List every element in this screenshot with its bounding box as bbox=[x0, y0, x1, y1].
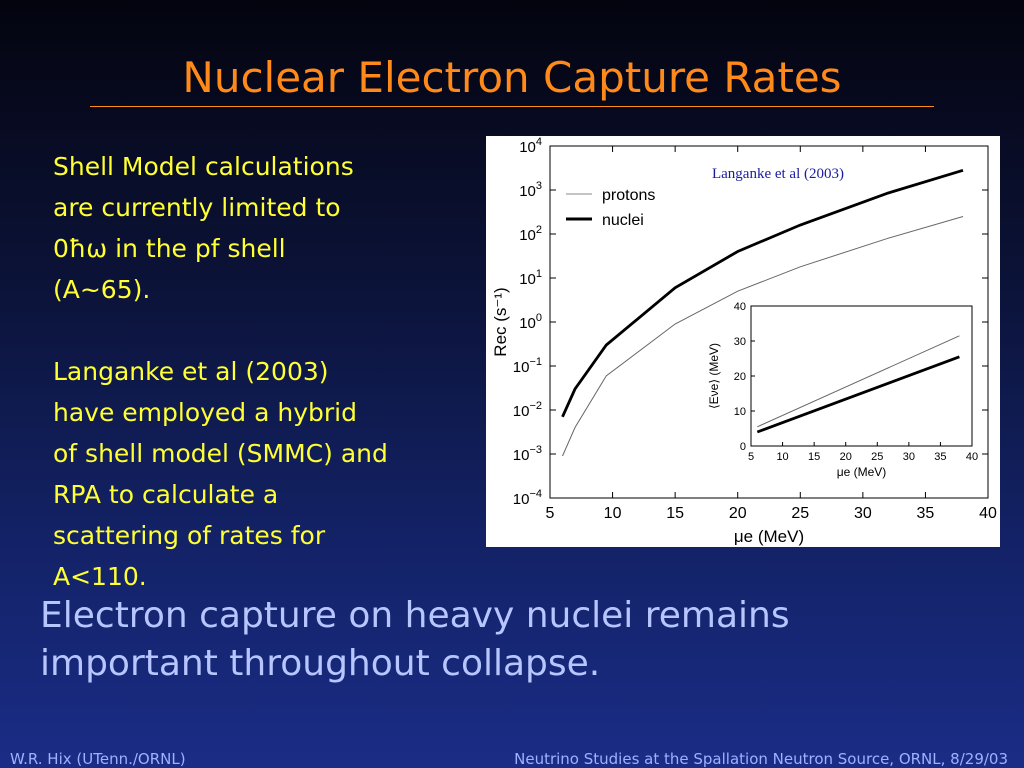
inset-x-tick-label: 35 bbox=[934, 451, 946, 463]
legend-label-nuclei: nuclei bbox=[602, 212, 644, 229]
electron-capture-chart: 5 10 15 20 25 30 35 4010−410−310−210−1100101102… bbox=[491, 136, 997, 546]
y-tick-label: 10−3 bbox=[513, 444, 542, 464]
inset-x-tick-label: 5 bbox=[748, 451, 754, 463]
y-axis-label: Rec (s⁻¹) bbox=[491, 287, 510, 356]
x-tick-label: 40 bbox=[979, 505, 997, 522]
inset-x-tick-label: 25 bbox=[871, 451, 883, 463]
inset-x-tick-label: 40 bbox=[966, 451, 978, 463]
inset-series-line-thick bbox=[756, 355, 960, 434]
chart-panel: 5 10 15 20 25 30 35 40 10−4 10−3 10−2 10−1 100 101 102… bbox=[486, 136, 1000, 547]
slide-title: Nuclear Electron Capture Rates bbox=[182, 53, 842, 102]
inset-series-line-thin bbox=[757, 335, 960, 428]
citation-annotation: Langanke et al (2003) bbox=[712, 166, 844, 182]
inset-x-tick-label: 30 bbox=[903, 451, 915, 463]
x-tick-label: 5 bbox=[546, 505, 555, 522]
inset-y-tick-label: 0 bbox=[740, 441, 746, 453]
body-line: Langanke et al (2003) bbox=[53, 357, 329, 386]
x-tick-label: 15 bbox=[666, 505, 684, 522]
inset-y-tick-label: 30 bbox=[734, 336, 746, 348]
x-tick-label: 10 bbox=[604, 505, 622, 522]
body-line: have employed a hybrid bbox=[53, 398, 357, 427]
inset-y-tick-label: 10 bbox=[734, 406, 746, 418]
footer-author: W.R. Hix (UTenn./ORNL) bbox=[10, 750, 186, 768]
series-line-nuclei bbox=[561, 168, 964, 418]
body-line: are currently limited to bbox=[53, 193, 341, 222]
x-axis-label: μe (MeV) bbox=[734, 527, 804, 546]
conclusion-text: Electron capture on heavy nuclei remains… bbox=[40, 592, 990, 688]
body-line: A<110. bbox=[53, 562, 147, 591]
inset-y-tick-label: 20 bbox=[734, 371, 746, 383]
body-line: (A~65). bbox=[53, 275, 151, 304]
paragraph-gap bbox=[53, 310, 473, 351]
inset-y-tick-label: 40 bbox=[734, 301, 746, 313]
title-underline bbox=[90, 106, 934, 107]
y-tick-label: 101 bbox=[519, 268, 542, 288]
y-tick-label: 104 bbox=[519, 136, 542, 156]
inset-x-axis-label: μe (MeV) bbox=[837, 465, 887, 479]
legend-label-protons: protons bbox=[602, 187, 655, 204]
body-line: Shell Model calculations bbox=[53, 152, 354, 181]
inset-plot-frame bbox=[750, 305, 973, 447]
y-tick-label: 103 bbox=[519, 180, 542, 200]
x-tick-label: 30 bbox=[854, 505, 872, 522]
conclusion-line: Electron capture on heavy nuclei remains bbox=[40, 595, 790, 636]
body-line: RPA to calculate a bbox=[53, 480, 279, 509]
body-text: Shell Model calculations are currently l… bbox=[53, 146, 473, 597]
conclusion-line: important throughout collapse. bbox=[40, 643, 601, 684]
body-line: 0ħω in the pf shell bbox=[53, 234, 286, 263]
footer-event: Neutrino Studies at the Spallation Neutr… bbox=[514, 750, 1008, 768]
x-tick-label: 35 bbox=[917, 505, 935, 522]
inset-x-tick-label: 15 bbox=[808, 451, 820, 463]
inset-x-tick-label: 10 bbox=[776, 451, 788, 463]
y-tick-label: 10−1 bbox=[513, 356, 542, 376]
body-line: scattering of rates for bbox=[53, 521, 326, 550]
inset-y-axis-label: ⟨Eνe⟩ (MeV) bbox=[707, 343, 721, 409]
body-line: of shell model (SMMC) and bbox=[53, 439, 388, 468]
x-tick-label: 20 bbox=[729, 505, 747, 522]
inset-x-tick-label: 20 bbox=[840, 451, 852, 463]
y-tick-label: 100 bbox=[519, 312, 542, 332]
y-tick-label: 10−4 bbox=[513, 488, 542, 508]
x-tick-label: 25 bbox=[791, 505, 809, 522]
series-line-protons bbox=[562, 216, 964, 457]
y-tick-label: 10−2 bbox=[513, 400, 542, 420]
y-tick-label: 102 bbox=[519, 224, 542, 244]
